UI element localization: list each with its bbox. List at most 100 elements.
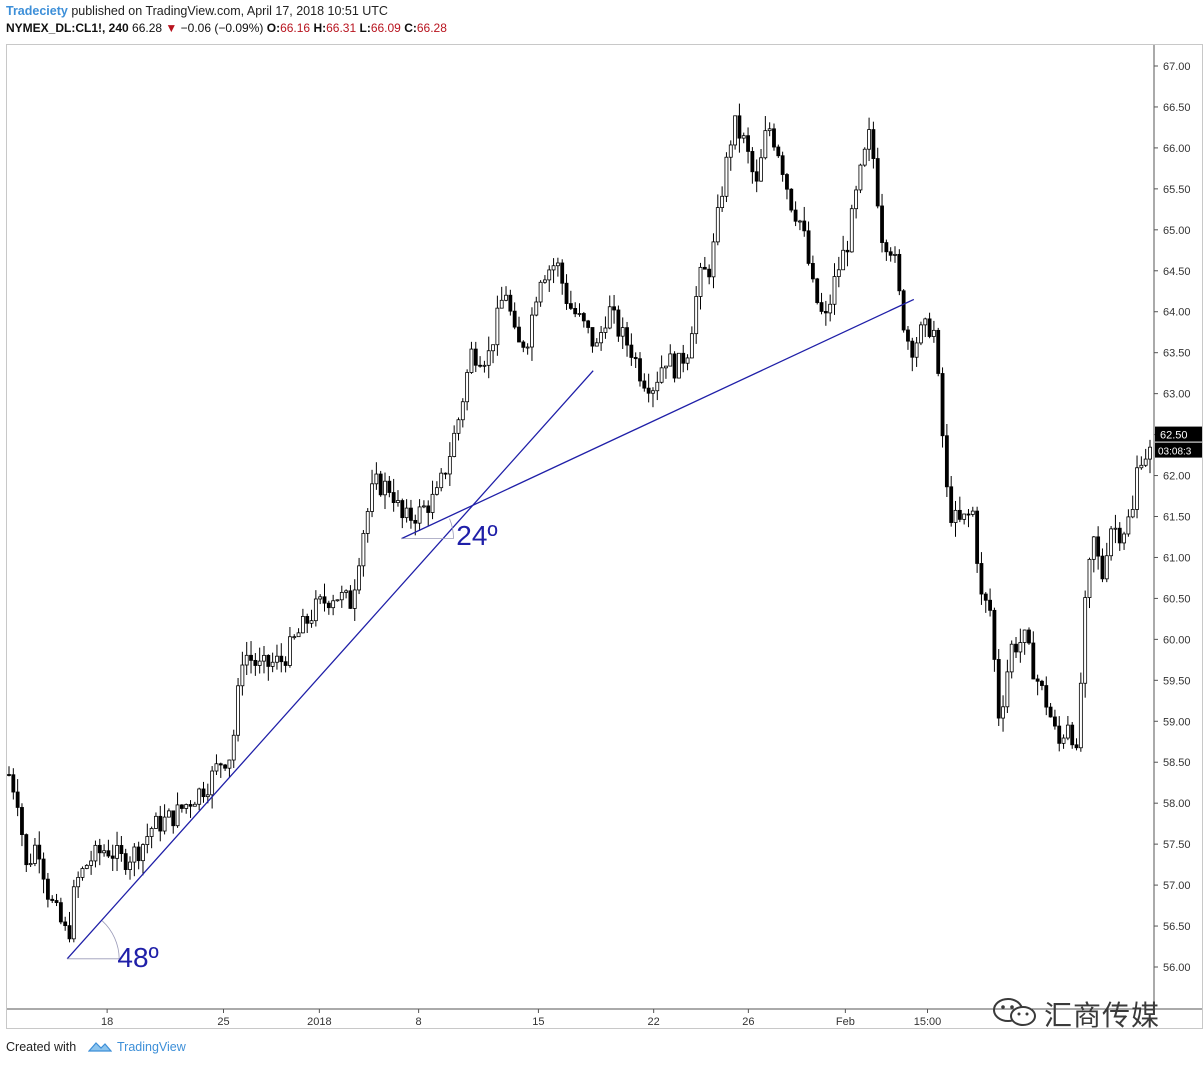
candle-down[interactable] (58, 902, 63, 923)
candle-up[interactable] (452, 432, 457, 457)
candle-up[interactable] (849, 208, 854, 253)
candle-down[interactable] (478, 364, 483, 367)
candle-up[interactable] (970, 510, 975, 515)
candle-up[interactable] (1022, 629, 1027, 643)
candle-down[interactable] (179, 804, 184, 809)
candle-down[interactable] (387, 480, 392, 493)
candle-down[interactable] (789, 188, 794, 211)
candle-down[interactable] (906, 329, 910, 342)
candle-down[interactable] (880, 205, 884, 243)
candle-up[interactable] (361, 533, 366, 567)
candle-up[interactable] (145, 836, 150, 846)
candle-up[interactable] (828, 303, 833, 314)
candle-down[interactable] (1048, 706, 1053, 718)
candle-down[interactable] (1100, 555, 1105, 580)
candle-up[interactable] (115, 845, 119, 859)
candle-up[interactable] (651, 390, 655, 394)
candle-down[interactable] (521, 341, 526, 348)
candle-up[interactable] (486, 350, 491, 366)
candle-up[interactable] (288, 636, 292, 666)
candle-up[interactable] (318, 596, 323, 600)
candle-up[interactable] (236, 685, 240, 736)
candle-down[interactable] (957, 509, 962, 520)
candle-up[interactable] (175, 804, 180, 827)
candle-up[interactable] (1109, 528, 1114, 557)
candle-down[interactable] (746, 135, 750, 152)
candle-up[interactable] (698, 266, 703, 297)
candle-down[interactable] (988, 599, 992, 611)
candle-up[interactable] (919, 324, 923, 344)
candle-down[interactable] (625, 327, 629, 346)
candle-down[interactable] (810, 263, 815, 280)
candle-up[interactable] (102, 850, 106, 854)
candle-up[interactable] (547, 269, 552, 281)
candle-down[interactable] (646, 387, 651, 394)
candle-up[interactable] (767, 128, 772, 132)
candle-up[interactable] (71, 886, 76, 940)
candle-up[interactable] (603, 327, 608, 333)
candle-up[interactable] (28, 863, 33, 866)
candle-down[interactable] (266, 654, 271, 667)
candle-up[interactable] (422, 505, 426, 508)
candle-up[interactable] (832, 276, 837, 305)
candle-up[interactable] (798, 220, 802, 223)
candle-down[interactable] (638, 358, 642, 382)
candle-up[interactable] (1083, 597, 1088, 684)
candle-up[interactable] (154, 815, 158, 829)
candle-down[interactable] (772, 128, 776, 148)
candle-down[interactable] (50, 898, 55, 901)
candle-up[interactable] (240, 664, 245, 687)
candle-down[interactable] (1096, 536, 1101, 557)
candle-up[interactable] (914, 342, 919, 358)
candle-down[interactable] (391, 492, 396, 503)
candle-up[interactable] (664, 365, 668, 369)
candle-down[interactable] (642, 380, 647, 389)
candle-up[interactable] (715, 207, 720, 243)
candle-up[interactable] (962, 513, 967, 520)
candle-up[interactable] (711, 241, 716, 278)
candle-down[interactable] (802, 220, 807, 232)
candle-down[interactable] (754, 171, 759, 182)
candle-up[interactable] (1091, 536, 1096, 560)
candle-down[interactable] (400, 500, 405, 519)
candle-down[interactable] (975, 510, 980, 564)
candle-down[interactable] (426, 505, 431, 513)
candle-up[interactable] (439, 472, 444, 489)
candle-down[interactable] (815, 278, 820, 303)
candle-up[interactable] (128, 861, 132, 870)
candle-down[interactable] (1117, 527, 1122, 544)
candle-up[interactable] (184, 804, 189, 809)
candle-up[interactable] (525, 346, 530, 349)
candle-down[interactable] (884, 242, 889, 253)
candle-up[interactable] (659, 367, 664, 383)
tradingview-logo-icon[interactable] (88, 1039, 112, 1053)
candle-up[interactable] (1148, 446, 1152, 460)
candle-down[interactable] (888, 251, 893, 256)
candle-down[interactable] (979, 563, 984, 595)
candle-up[interactable] (1126, 516, 1131, 535)
candle-up[interactable] (538, 281, 543, 303)
candle-up[interactable] (858, 164, 863, 191)
candle-up[interactable] (763, 130, 768, 159)
candle-up[interactable] (417, 506, 422, 524)
candle-up[interactable] (1122, 533, 1126, 544)
candle-up[interactable] (841, 249, 846, 271)
candle-up[interactable] (430, 493, 435, 513)
candle-up[interactable] (504, 294, 508, 301)
candle-up[interactable] (383, 480, 387, 496)
candle-up[interactable] (275, 655, 279, 663)
candle-up[interactable] (205, 794, 210, 798)
candle-up[interactable] (270, 661, 275, 667)
candle-down[interactable] (97, 844, 102, 854)
candle-up[interactable] (84, 864, 89, 869)
candle-up[interactable] (893, 253, 897, 256)
candle-up[interactable] (534, 301, 539, 316)
candle-down[interactable] (443, 472, 448, 475)
candle-down[interactable] (581, 313, 586, 322)
candle-down[interactable] (378, 473, 383, 496)
candle-down[interactable] (992, 609, 997, 660)
candle-up[interactable] (447, 456, 452, 475)
candle-down[interactable] (871, 129, 876, 159)
candle-down[interactable] (409, 507, 413, 521)
candle-down[interactable] (20, 807, 24, 835)
